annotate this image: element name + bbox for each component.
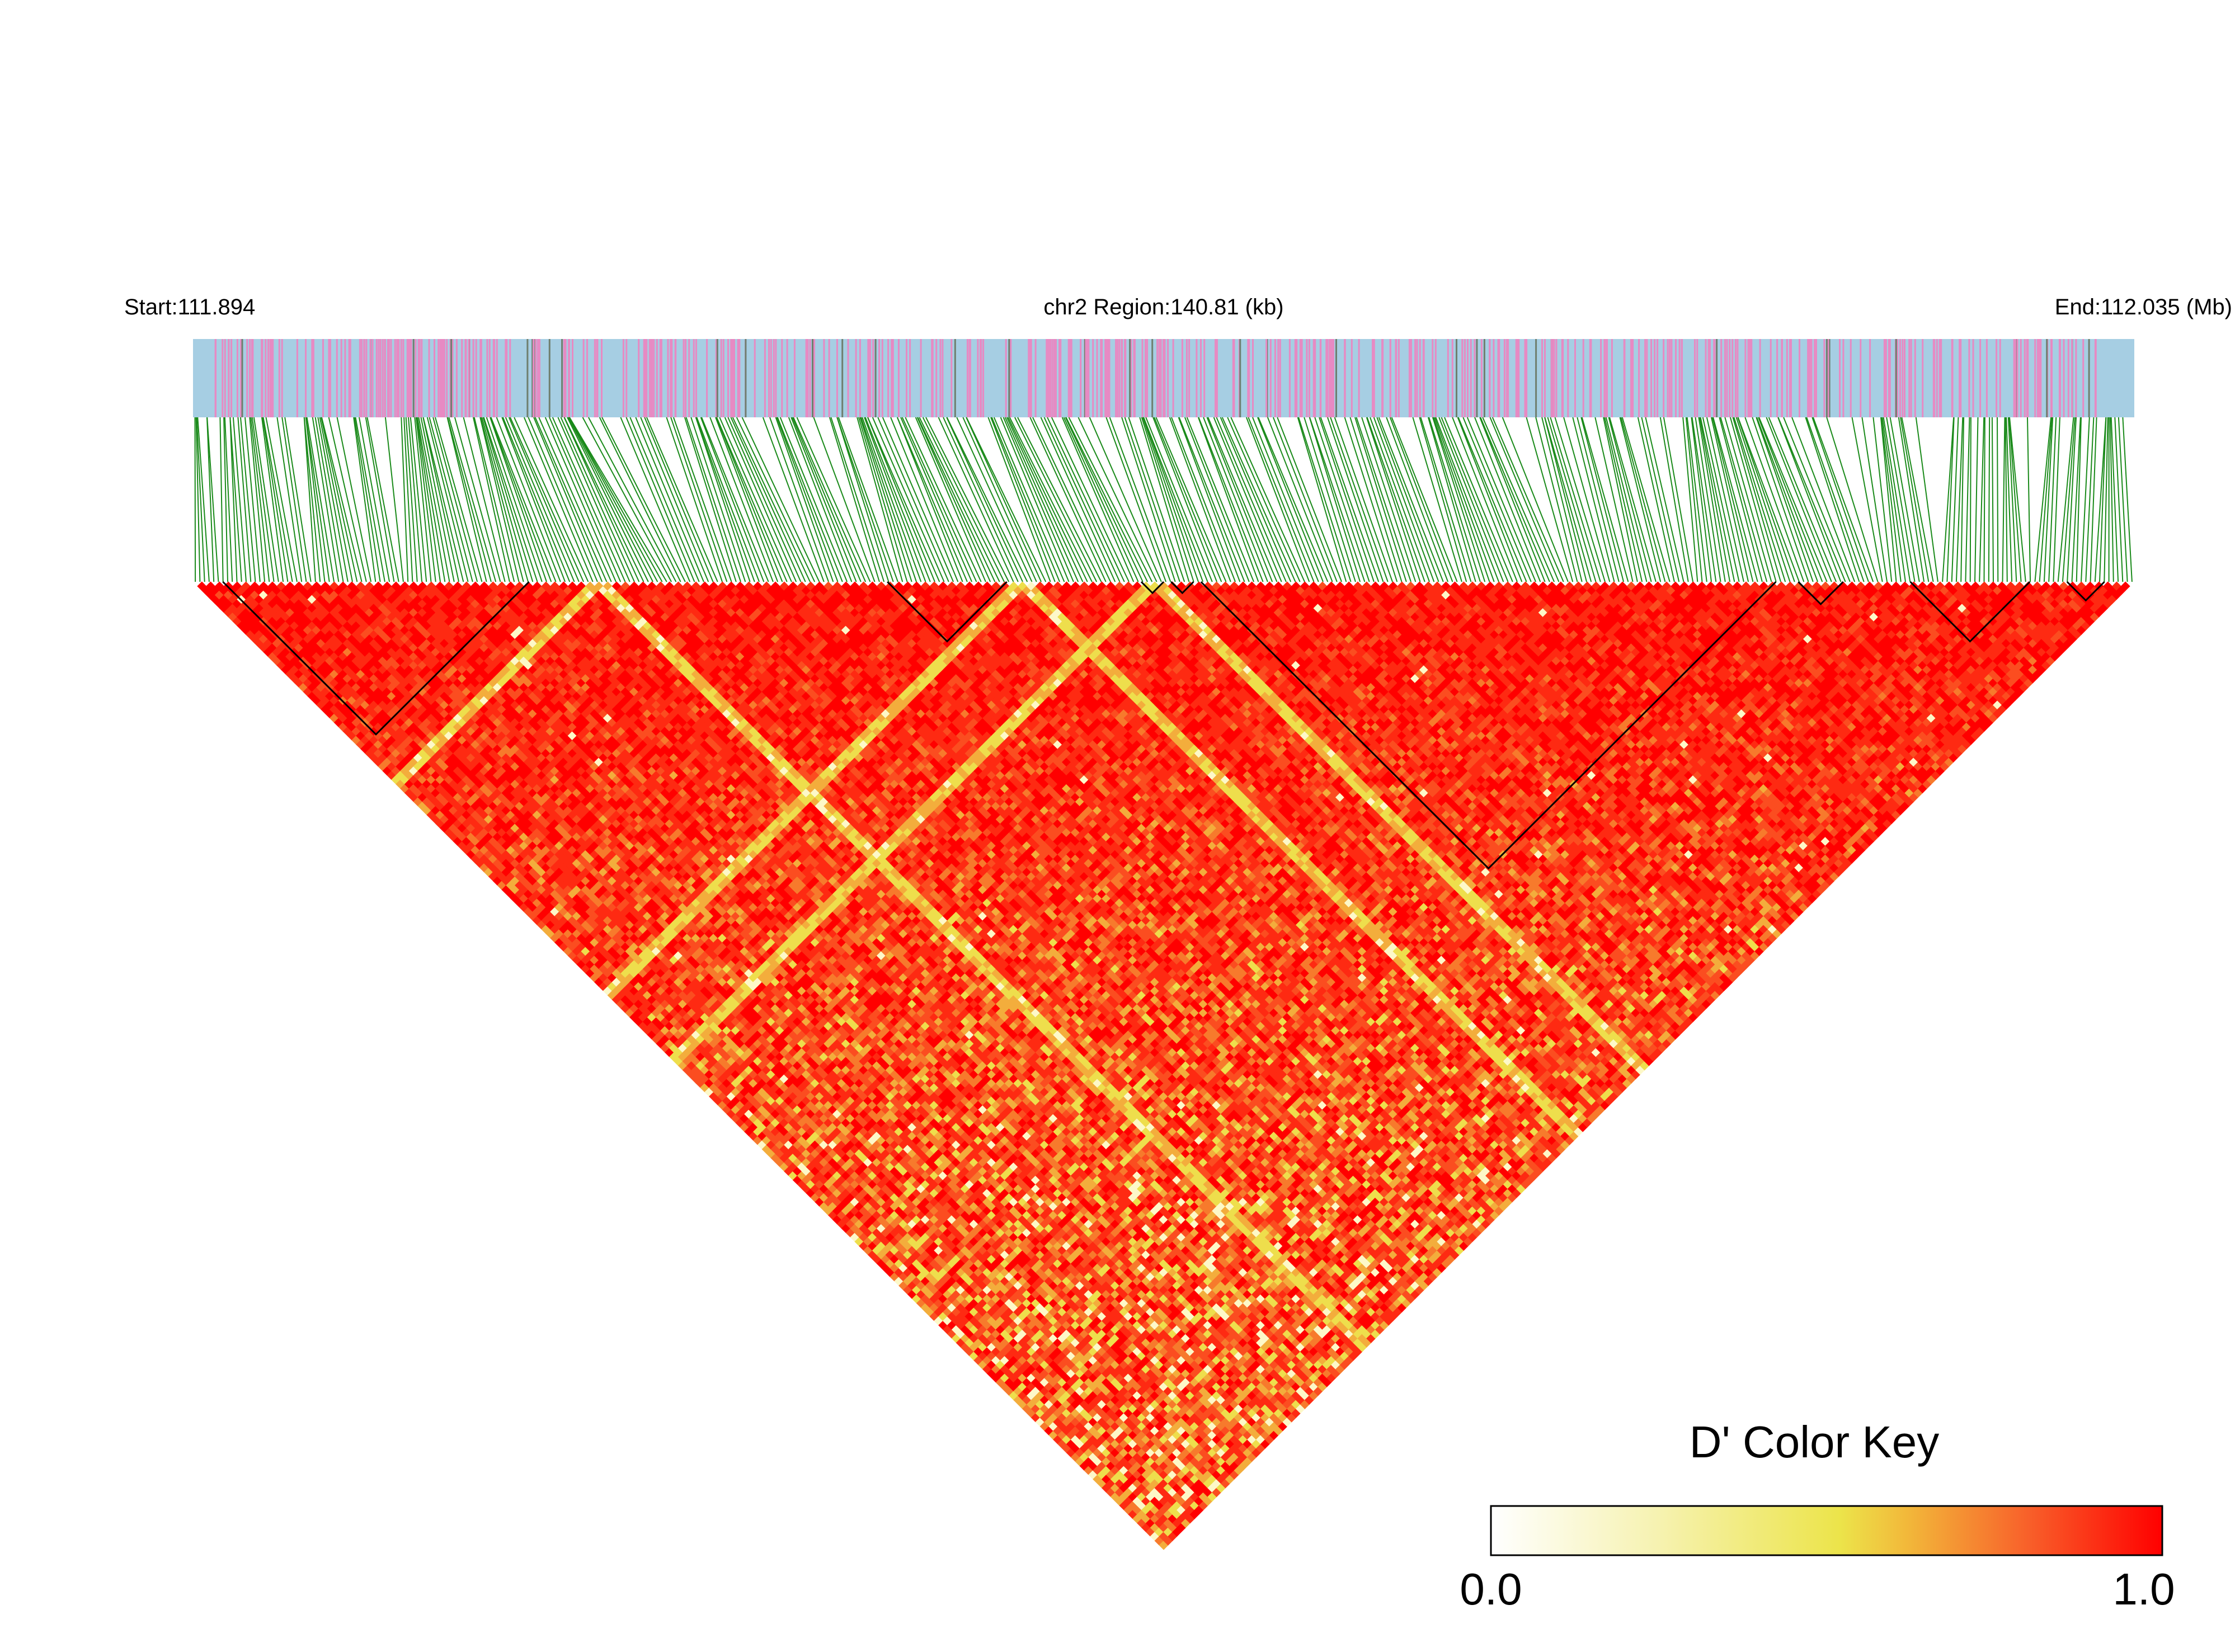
snp-connector	[195, 417, 196, 582]
snp-connector	[862, 417, 921, 582]
snp-connector	[1463, 417, 1531, 582]
snp-connector	[1222, 417, 1296, 582]
snp-connector	[831, 417, 884, 582]
snp-connector	[1480, 417, 1550, 582]
snp-connector	[2091, 417, 2097, 582]
snp-connector	[1010, 417, 1092, 582]
snp-connector	[1970, 417, 1971, 582]
snp-connector	[424, 417, 464, 582]
snp-connector	[1984, 417, 1985, 582]
snp-connector	[857, 417, 902, 582]
snp-connector	[901, 417, 972, 582]
snp-connector	[923, 417, 1004, 582]
snp-connector	[1733, 417, 1781, 582]
snp-connector-lines	[195, 417, 2132, 582]
snp-connector	[1641, 417, 1679, 582]
snp-connector	[1992, 417, 1993, 582]
snp-connector	[1490, 417, 1559, 582]
snp-connector	[2115, 417, 2123, 582]
snp-connector	[1227, 417, 1300, 582]
snp-connector	[264, 417, 293, 582]
snp-connector	[1792, 417, 1855, 582]
snp-connector	[1752, 417, 1808, 582]
snp-connector	[1737, 417, 1790, 582]
start-label: Start:111.894	[124, 295, 255, 319]
snp-connector	[1545, 417, 1591, 582]
snp-connector	[967, 417, 1046, 582]
snp-connector	[355, 417, 380, 582]
snp-connector	[791, 417, 856, 582]
snp-connector	[2123, 417, 2132, 582]
snp-connector	[2027, 417, 2030, 582]
snp-connector	[2003, 417, 2005, 582]
snp-connector	[1713, 417, 1758, 582]
snp-connector	[1355, 417, 1406, 582]
snp-connector	[282, 417, 306, 582]
snp-connector	[570, 417, 662, 582]
end-label: End:112.035 (Mb)	[2055, 295, 2232, 319]
snp-connector	[1827, 417, 1878, 582]
snp-connector	[943, 417, 1018, 582]
snp-connector	[1997, 417, 1998, 582]
snp-connector	[1062, 417, 1134, 582]
snp-connector	[778, 417, 843, 582]
snp-connector	[2086, 417, 2093, 582]
region-label: chr2 Region:140.81 (kb)	[1043, 295, 1283, 319]
snp-connector	[994, 417, 1065, 582]
snp-connector	[561, 417, 635, 582]
snp-connector	[1805, 417, 1859, 582]
snp-connector	[1622, 417, 1670, 582]
snp-connector	[570, 417, 667, 582]
snp-connector	[401, 417, 408, 582]
snp-connector	[435, 417, 482, 582]
snp-connector	[307, 417, 334, 582]
snp-connector	[1493, 417, 1564, 582]
snp-connector	[1965, 417, 1969, 582]
snp-connector	[1277, 417, 1342, 582]
snp-connector	[1769, 417, 1836, 582]
snp-connector	[430, 417, 473, 582]
snp-connector	[2119, 417, 2128, 582]
snp-connector	[1979, 417, 1984, 582]
ld-heatmap-triangle	[197, 581, 2130, 1550]
snp-connector	[1216, 417, 1286, 582]
snp-connector	[2053, 417, 2060, 582]
snp-connector	[359, 417, 389, 582]
snp-connector	[916, 417, 986, 582]
snp-connector	[481, 417, 524, 582]
snp-connector	[1975, 417, 1978, 582]
snp-connector	[1421, 417, 1471, 582]
snp-connector	[1171, 417, 1235, 582]
snp-connector	[636, 417, 704, 582]
snp-connector	[1156, 417, 1226, 582]
snp-connector	[1916, 417, 1938, 582]
snp-connector	[1609, 417, 1651, 582]
snp-connector	[411, 417, 426, 582]
snp-connector	[1745, 417, 1804, 582]
snp-connector	[1187, 417, 1254, 582]
snp-connector	[865, 417, 930, 582]
snp-connector	[433, 417, 477, 582]
snp-position-track	[193, 339, 2134, 417]
snp-connector	[1852, 417, 1883, 582]
snp-connector	[717, 417, 787, 582]
snp-connector	[1605, 417, 1642, 582]
snp-connector	[262, 417, 283, 582]
snp-connector	[1433, 417, 1489, 582]
snp-connector	[220, 417, 223, 582]
snp-connector	[2081, 417, 2090, 582]
snp-connector	[1214, 417, 1282, 582]
snp-connector	[528, 417, 597, 582]
